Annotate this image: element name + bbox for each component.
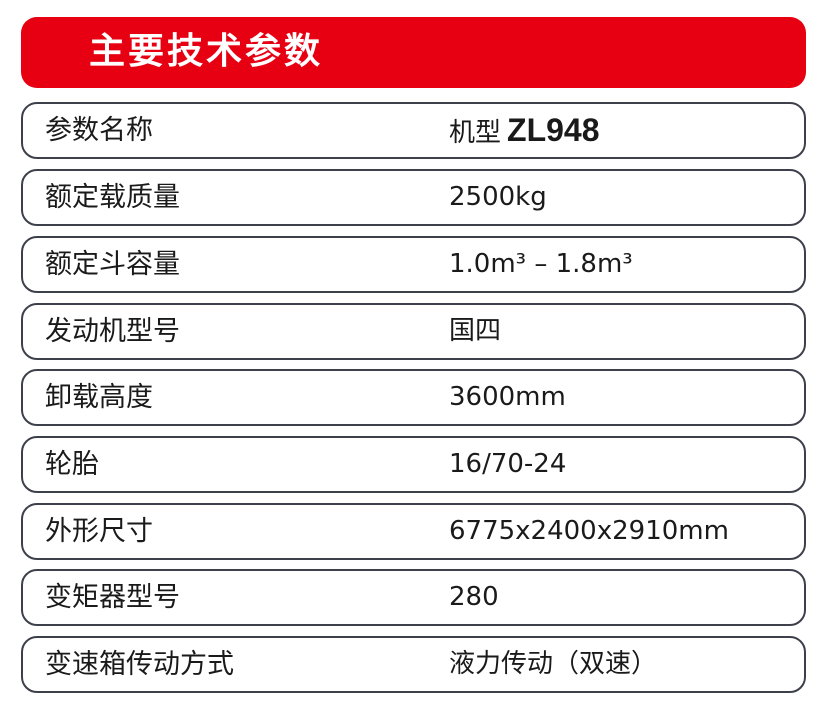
param-label: 变速箱传动方式 (45, 649, 234, 680)
param-value: 1.0m³ – 1.8m³ (449, 249, 633, 279)
table-row-header: 参数名称 机型 ZL948 (21, 102, 806, 159)
param-label: 轮胎 (45, 449, 99, 480)
table-row: 发动机型号 国四 (21, 303, 806, 360)
table-row: 外形尺寸 6775x2400x2910mm (21, 503, 806, 560)
param-label: 外形尺寸 (45, 516, 153, 547)
param-name-label: 参数名称 (45, 115, 153, 146)
table-row: 卸载高度 3600mm (21, 369, 806, 426)
param-value: 国四 (449, 316, 502, 346)
param-value: 3600mm (449, 382, 566, 412)
model-number: ZL948 (507, 112, 600, 148)
model-value: 机型 ZL948 (449, 104, 600, 160)
param-value: 液力传动（双速） (449, 649, 658, 679)
param-label: 额定斗容量 (45, 249, 180, 280)
param-value: 16/70-24 (449, 449, 567, 479)
table-row: 变速箱传动方式 液力传动（双速） (21, 636, 806, 693)
table-row: 轮胎 16/70-24 (21, 436, 806, 493)
param-value: 280 (449, 582, 499, 612)
table-row: 额定斗容量 1.0m³ – 1.8m³ (21, 236, 806, 293)
table-row: 变矩器型号 280 (21, 569, 806, 626)
param-label: 发动机型号 (45, 316, 180, 347)
param-value: 6775x2400x2910mm (449, 516, 729, 546)
section-header: 主要技术参数 (21, 17, 806, 88)
table-row: 额定载质量 2500kg (21, 169, 806, 226)
param-value: 2500kg (449, 182, 547, 212)
param-label: 额定载质量 (45, 182, 180, 213)
param-label: 卸载高度 (45, 382, 153, 413)
section-title: 主要技术参数 (89, 31, 324, 72)
param-label: 变矩器型号 (45, 582, 180, 613)
model-prefix: 机型 (449, 118, 502, 148)
